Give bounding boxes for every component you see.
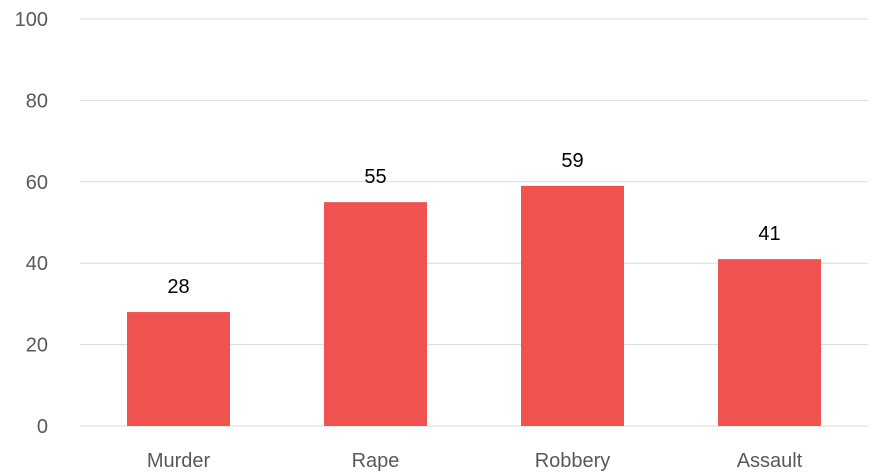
x-tick-label-assault: Assault — [737, 450, 803, 472]
y-tick-label: 20 — [26, 335, 48, 357]
y-axis-ticks: 0 20 40 60 80 100 — [15, 9, 48, 438]
data-label-rape: 55 — [364, 166, 386, 188]
y-tick-label: 0 — [37, 416, 48, 438]
bars — [127, 185, 821, 426]
bar-robbery — [521, 185, 624, 426]
data-label-murder: 28 — [167, 276, 189, 298]
data-label-robbery: 59 — [561, 150, 583, 172]
x-tick-label-rape: Rape — [352, 450, 400, 472]
x-tick-label-robbery: Robbery — [535, 450, 611, 472]
x-tick-label-murder: Murder — [147, 450, 211, 472]
x-axis-ticks: Murder Rape Robbery Assault — [147, 450, 803, 472]
data-labels: 28 55 59 41 — [167, 150, 780, 298]
bar-murder — [127, 312, 230, 426]
data-label-assault: 41 — [758, 223, 780, 245]
y-tick-label: 40 — [26, 253, 48, 275]
bar-assault — [718, 259, 821, 426]
y-tick-label: 60 — [26, 172, 48, 194]
y-tick-label: 100 — [15, 9, 48, 31]
y-tick-label: 80 — [26, 90, 48, 112]
bar-rape — [324, 202, 427, 426]
